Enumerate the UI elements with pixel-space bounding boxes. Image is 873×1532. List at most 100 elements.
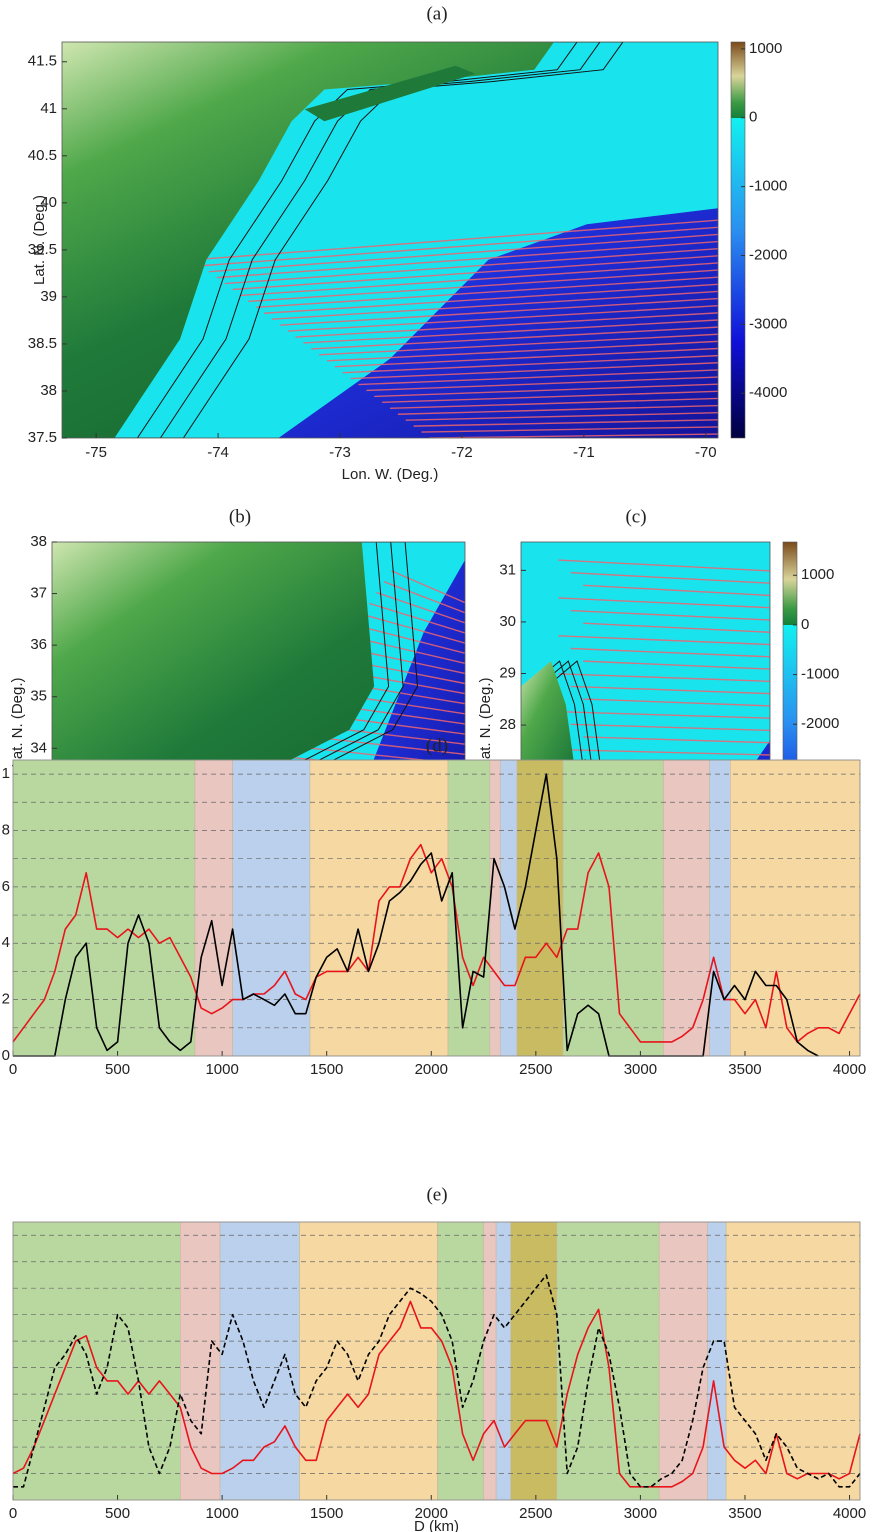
x-tick-label: 0	[9, 1061, 17, 1078]
y-tick-label: 37	[30, 585, 47, 602]
x-tick-label: 2000	[415, 1505, 448, 1522]
ship-track	[570, 647, 770, 658]
ship-track	[429, 433, 718, 438]
x-tick-label: 4000	[833, 1061, 866, 1078]
ship-track	[216, 240, 718, 279]
y-tick-label: 41	[40, 100, 57, 117]
ship-track	[374, 383, 718, 398]
x-tick-label: 3000	[624, 1061, 657, 1078]
x-tick-label: 500	[105, 1061, 130, 1078]
plot-frame	[12, 759, 861, 1057]
ship-track	[376, 591, 465, 624]
ship-track	[413, 419, 718, 427]
region	[709, 759, 731, 1057]
ship-track	[326, 340, 718, 362]
y-tick-label: 41.5	[28, 53, 57, 70]
region	[437, 1221, 484, 1501]
y-tick-label: 39	[40, 288, 57, 305]
x-tick-label: 2500	[519, 1061, 552, 1078]
colorbar	[730, 41, 746, 439]
ship-track	[389, 397, 718, 409]
y-tick-label: 38	[40, 382, 57, 399]
ship-track	[366, 376, 718, 392]
ship-track	[583, 698, 770, 707]
ship-track	[421, 426, 718, 433]
y-tick-label: 36	[30, 636, 47, 653]
region	[707, 1221, 727, 1501]
ship-track	[342, 354, 718, 374]
region	[499, 759, 518, 1057]
region	[232, 759, 311, 1057]
ship-track	[208, 233, 718, 273]
ship-track	[224, 248, 718, 285]
panel-title: (a)	[426, 3, 447, 24]
x-tick-label: 1500	[310, 1505, 343, 1522]
ship-track	[350, 362, 718, 380]
ship-track	[279, 297, 718, 326]
x-tick-label: 4000	[833, 1505, 866, 1522]
region	[495, 1221, 512, 1501]
plot-frame	[12, 1221, 861, 1501]
series-line	[12, 843, 861, 1043]
x-tick-label: -72	[451, 444, 473, 461]
y-tick-label: 8	[2, 821, 10, 838]
ship-track	[240, 262, 718, 297]
x-tick-label: 3500	[728, 1061, 761, 1078]
series-line	[12, 1300, 861, 1488]
panel-title: (b)	[229, 506, 251, 527]
x-tick-label: 3500	[728, 1505, 761, 1522]
ship-track	[201, 226, 718, 267]
map-layer	[62, 42, 718, 438]
x-axis-label: D (km)	[414, 1518, 459, 1532]
y-tick-label: 30	[499, 613, 516, 630]
x-tick-label: -75	[85, 444, 107, 461]
ship-track	[583, 584, 770, 597]
x-axis-label: Lon. W. (Deg.)	[342, 466, 439, 483]
y-tick-label: 31	[499, 561, 516, 578]
ship-track	[558, 559, 770, 572]
ship-track	[264, 283, 718, 314]
region	[725, 1221, 861, 1501]
ship-track	[256, 276, 718, 309]
ship-track	[271, 290, 718, 320]
y-axis-label: Lat. N. (Deg.)	[9, 677, 26, 767]
colorbar-tick-label: -3000	[749, 315, 787, 332]
y-tick-label: 34	[30, 739, 47, 756]
x-tick-label: -70	[695, 444, 717, 461]
x-tick-label: 2500	[519, 1505, 552, 1522]
land	[304, 65, 476, 122]
y-tick-label: 4	[2, 934, 10, 951]
ship-track	[311, 326, 718, 350]
ship-track	[558, 635, 770, 646]
x-tick-label: 3000	[624, 1505, 657, 1522]
panel-title: (c)	[625, 506, 646, 527]
y-tick-label: 38	[30, 533, 47, 550]
region	[730, 759, 861, 1057]
x-tick-label: 500	[105, 1505, 130, 1522]
contour	[130, 42, 624, 438]
ship-track	[354, 624, 465, 654]
region	[510, 1221, 558, 1501]
x-tick-label: 1000	[205, 1061, 238, 1078]
region	[483, 1221, 497, 1501]
y-axis-label: Lat. N. (Deg.)	[477, 677, 494, 767]
y-tick-label: 37.5	[28, 429, 57, 446]
y-tick-label: 40	[40, 194, 57, 211]
ship-track	[319, 333, 718, 356]
region	[194, 759, 233, 1057]
ship-track	[583, 660, 770, 670]
y-tick-label: 2	[2, 991, 10, 1008]
region	[299, 1221, 438, 1501]
ship-track	[570, 685, 770, 695]
y-tick-label: 6	[2, 878, 10, 895]
colorbar-tick-label: -1000	[801, 666, 839, 683]
region	[12, 759, 196, 1057]
ship-track	[558, 673, 770, 683]
colorbar-tick-label: -2000	[749, 246, 787, 263]
y-tick-label: 39.5	[28, 241, 57, 258]
ship-track	[368, 602, 465, 634]
ship-track	[382, 390, 718, 404]
y-tick-label: 1	[2, 765, 10, 782]
